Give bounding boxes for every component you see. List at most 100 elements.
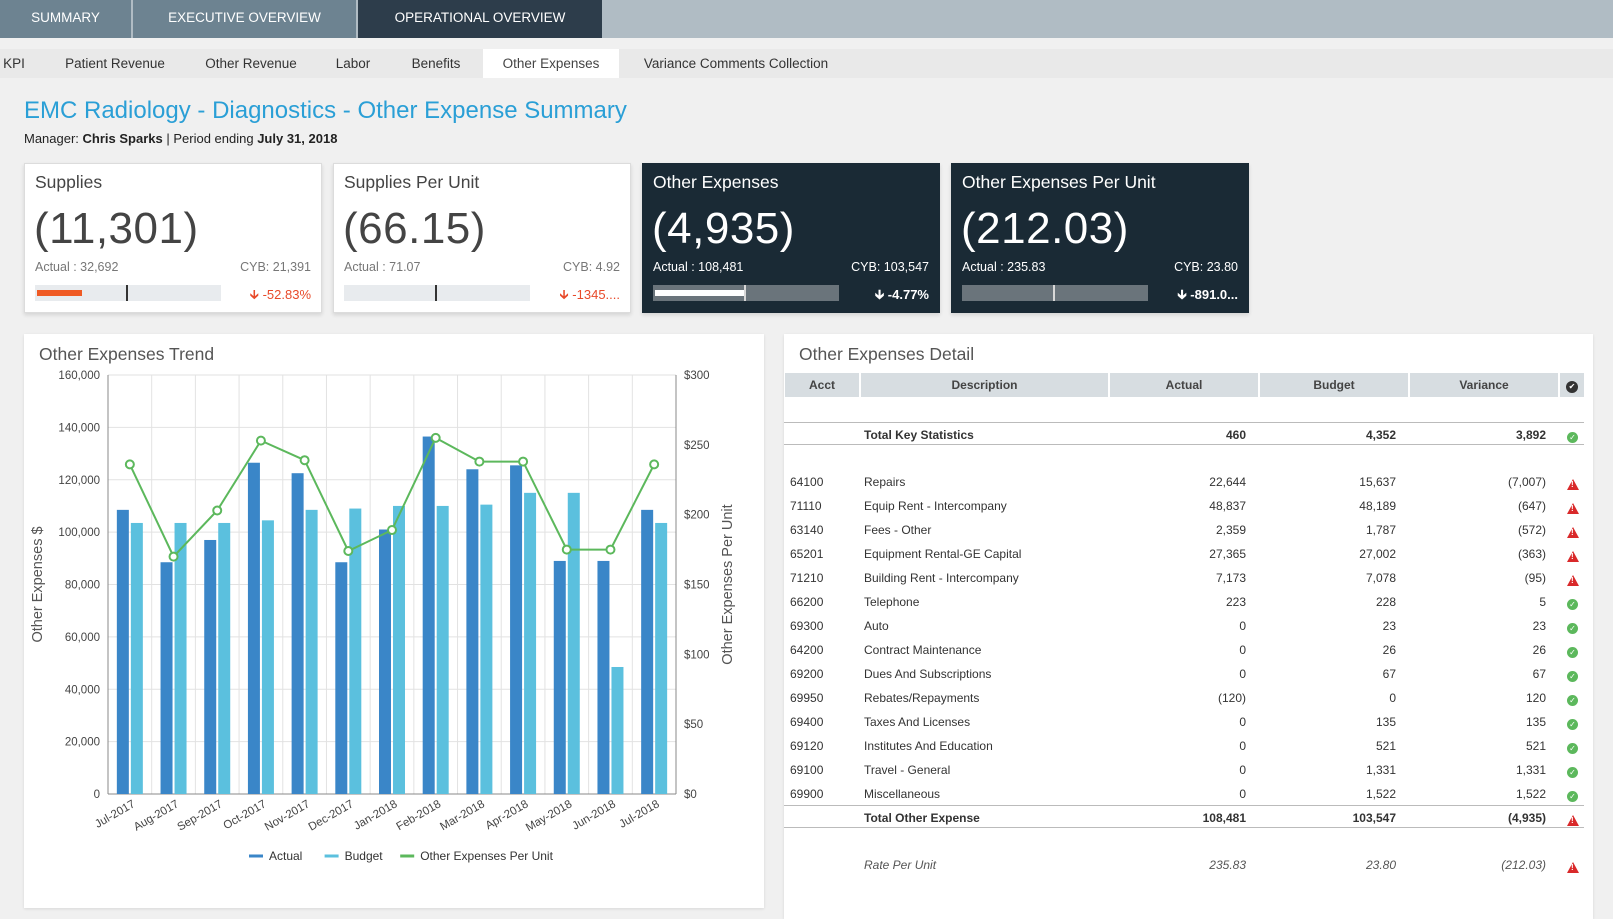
col-header-description[interactable]: Description [861,373,1108,397]
kpi-cyb: CYB: 4.92 [563,260,620,274]
kpi-card-supplies[interactable]: Supplies (11,301) Actual : 32,692 CYB: 2… [24,163,322,313]
line-point [168,551,179,562]
cell-actual: 7,173 [1215,571,1246,585]
kpi-cyb: CYB: 21,391 [240,260,311,274]
kpi-variance-value: -4.77% [887,287,929,302]
table-row[interactable]: 69200 Dues And Subscriptions 0 67 67 ✓ [784,663,1584,687]
table-row[interactable]: 69120 Institutes And Education 0 521 521 ✓ [784,735,1584,759]
table-row[interactable]: 71210 Building Rent - Intercompany 7,173 7,… [784,567,1584,591]
kpi-target-marker [1053,285,1055,301]
table-row-rate-per-unit[interactable]: Rate Per Unit 235.83 23.80 (212.03) ! [784,854,1584,878]
cell-variance: 120 [1525,691,1546,705]
col-header-variance[interactable]: Variance [1410,373,1558,397]
kpi-actual: Actual : 71.07 [344,260,421,274]
cell-variance: 3,892 [1515,428,1546,442]
y-tick-label: 0 [94,789,100,801]
table-row[interactable]: 64100 Repairs 22,644 15,637 (7,007)! [784,471,1584,495]
cell-description: Telephone [864,595,920,609]
line-point [474,456,485,467]
kpi-card-other-expenses[interactable]: Other Expenses (4,935) Actual : 108,481 … [642,163,940,313]
subtab-labor[interactable]: Labor [335,56,371,71]
subtab-benefits[interactable]: Benefits [411,56,461,71]
table-row-total-key[interactable]: Total Key Statistics 460 4,352 3,892 ✓ [784,424,1584,448]
cell-actual: 0 [1239,619,1246,633]
y2-tick-label: $300 [684,370,710,382]
cell-variance: 67 [1532,667,1546,681]
kpi-variance: 🡳 -4.77% [875,286,929,308]
tab-operational-overview[interactable]: OPERATIONAL OVERVIEW [358,0,602,38]
table-row[interactable]: 69400 Taxes And Licenses 0 135 135 ✓ [784,711,1584,735]
line-point [299,455,310,466]
table-row[interactable]: 65201 Equipment Rental-GE Capital 27,365 27… [784,543,1584,567]
cell-actual: 223 [1225,595,1246,609]
cell-actual: 22,644 [1209,475,1246,489]
status-check-icon: ✔ [1566,381,1578,393]
y-tick-label: 80,000 [65,580,100,592]
bar-actual [379,529,391,794]
col-header-budget[interactable]: Budget [1260,373,1408,397]
arrow-down-icon: 🡳 [249,287,259,302]
table-row[interactable]: 69300 Auto 0 23 23 ✓ [784,615,1584,639]
cell-acct: 69100 [790,763,824,777]
table-row[interactable]: 69950 Rebates/Repayments (120) 0 120 ✓ [784,687,1584,711]
x-tick-label: Jun-2018 [570,798,618,832]
cell-acct: 64100 [790,475,824,489]
x-tick-label: Mar-2018 [438,798,487,833]
tab-summary[interactable]: SUMMARY [0,0,131,38]
col-header-status[interactable]: ✔ [1560,373,1584,397]
kpi-title: Other Expenses Per Unit [962,172,1156,192]
y-tick-label: 100,000 [58,527,100,539]
x-tick-label: Oct-2017 [221,798,268,832]
line-point [561,544,572,555]
x-tick-label: May-2018 [524,798,574,834]
cell-variance: 521 [1525,739,1546,753]
tab-executive-overview[interactable]: EXECUTIVE OVERVIEW [133,0,356,38]
page-title: EMC Radiology - Diagnostics - Other Expe… [24,97,627,124]
subtab-variance-comments[interactable]: Variance Comments Collection [643,56,829,71]
kpi-cyb: CYB: 23.80 [1174,260,1238,274]
table-row[interactable]: 69900 Miscellaneous 0 1,522 1,522 ✓ [784,783,1584,807]
subtab-patient-revenue[interactable]: Patient Revenue [65,56,165,71]
bar-budget [174,522,187,794]
cell-description: Rate Per Unit [864,858,937,872]
kpi-actual: Actual : 235.83 [962,260,1046,274]
col-header-actual[interactable]: Actual [1110,373,1258,397]
kpi-target-marker [126,285,128,301]
col-header-acct[interactable]: Acct [785,373,859,397]
subtab-kpi[interactable]: KPI [3,56,25,71]
table-row[interactable]: 69100 Travel - General 0 1,331 1,331 ✓ [784,759,1584,783]
cell-variance: (95) [1524,571,1546,585]
subtab-other-expenses[interactable]: Other Expenses [483,49,619,78]
line-point [124,459,135,470]
kpi-card-supplies-per-unit[interactable]: Supplies Per Unit (66.15) Actual : 71.07… [333,163,631,313]
x-tick-label: Dec-2017 [307,798,356,833]
kpi-actual: Actual : 32,692 [35,260,119,274]
kpi-progress-fill [37,290,82,296]
cell-description: Taxes And Licenses [864,715,971,729]
table-row[interactable]: 64200 Contract Maintenance 0 26 26 ✓ [784,639,1584,663]
table-row-total-other[interactable]: Total Other Expense 108,481 103,547 (4,9… [784,807,1584,831]
table-row[interactable]: 71110 Equip Rent - Intercompany 48,837 48,1… [784,495,1584,519]
cell-acct: 69400 [790,715,824,729]
arrow-down-icon: 🡳 [559,287,569,302]
kpi-title: Other Expenses [653,172,779,192]
legend-label: Actual [269,849,302,863]
kpi-card-other-expenses-per-unit[interactable]: Other Expenses Per Unit (212.03) Actual … [951,163,1249,313]
bar-actual [160,562,173,794]
table-row[interactable]: 66200 Telephone 223 228 5 ✓ [784,591,1584,615]
cell-variance: (647) [1517,499,1546,513]
cell-description: Travel - General [864,763,951,777]
cell-acct: 66200 [790,595,824,609]
y-tick-label: 120,000 [58,475,100,487]
manager-label: Manager: [24,131,83,146]
subtab-other-revenue[interactable]: Other Revenue [205,56,297,71]
line-point [212,505,223,516]
line-point [649,459,660,470]
cell-variance: 135 [1525,715,1546,729]
kpi-value: (4,935) [652,204,795,253]
x-tick-label: Jul-2017 [93,798,137,830]
kpi-progress-bar [35,285,221,301]
table-row[interactable]: 63140 Fees - Other 2,359 1,787 (572)! [784,519,1584,543]
divider [784,805,1584,806]
cell-acct: 71210 [790,571,824,585]
